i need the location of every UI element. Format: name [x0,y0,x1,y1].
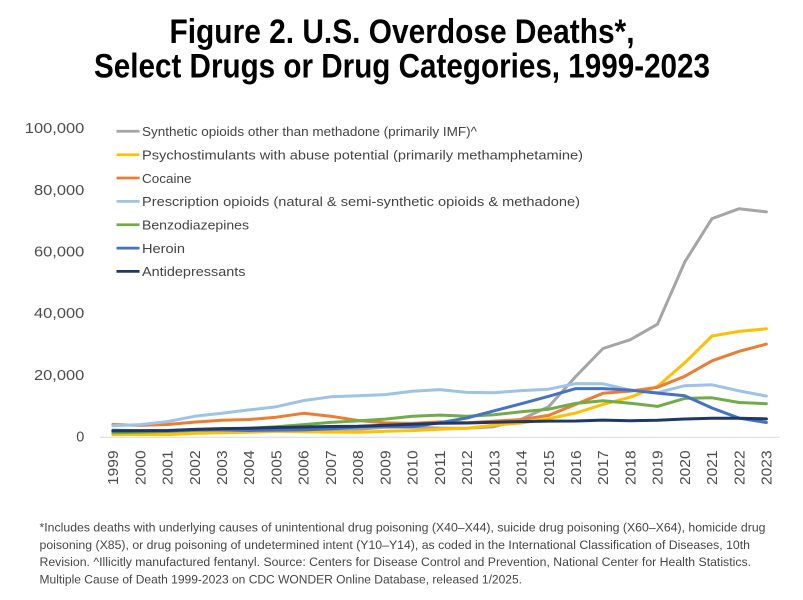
svg-text:2021: 2021 [705,450,721,485]
svg-text:2006: 2006 [297,450,313,485]
svg-text:2007: 2007 [324,450,340,485]
svg-text:*Includes deaths with underlyi: *Includes deaths with underlying causes … [40,521,766,535]
svg-text:20,000: 20,000 [34,368,84,384]
svg-text:2016: 2016 [569,450,585,485]
svg-text:80,000: 80,000 [34,183,84,199]
svg-text:Psychostimulants with abuse po: Psychostimulants with abuse potential (p… [142,147,583,162]
svg-text:2000: 2000 [133,450,149,485]
svg-text:2015: 2015 [542,450,558,485]
svg-text:2020: 2020 [678,450,694,485]
svg-text:60,000: 60,000 [34,245,84,261]
svg-text:Select Drugs or Drug Categorie: Select Drugs or Drug Categories, 1999-20… [94,47,710,85]
svg-text:2009: 2009 [378,450,394,485]
svg-text:0: 0 [76,430,84,446]
svg-text:2004: 2004 [242,450,258,485]
svg-text:2022: 2022 [732,450,748,485]
svg-text:Heroin: Heroin [142,241,185,256]
svg-text:poisoning (X85), or drug poiso: poisoning (X85), or drug poisoning of un… [40,538,751,552]
svg-text:2018: 2018 [624,450,640,485]
svg-text:40,000: 40,000 [34,306,84,322]
svg-text:Synthetic opioids other than m: Synthetic opioids other than methadone (… [142,124,478,139]
svg-text:2010: 2010 [406,450,422,485]
svg-text:Benzodiazepines: Benzodiazepines [142,218,250,233]
svg-text:Antidepressants: Antidepressants [142,264,246,279]
svg-text:2014: 2014 [515,450,531,485]
svg-text:Cocaine: Cocaine [142,171,192,186]
svg-text:Prescription opioids (natural: Prescription opioids (natural & semi-syn… [142,194,580,209]
svg-text:2005: 2005 [270,450,286,485]
svg-text:1999: 1999 [106,450,122,485]
svg-text:2002: 2002 [188,450,204,485]
svg-text:Figure 2. U.S. Overdose Deaths: Figure 2. U.S. Overdose Deaths*, [170,13,635,51]
svg-text:2003: 2003 [215,450,231,485]
svg-text:2011: 2011 [433,450,449,485]
svg-text:2019: 2019 [651,450,667,485]
svg-text:2013: 2013 [487,450,503,485]
svg-text:100,000: 100,000 [25,121,85,137]
svg-text:2017: 2017 [596,450,612,485]
svg-text:2023: 2023 [760,450,776,485]
svg-text:Revision. ^Illicitly manufactu: Revision. ^Illicitly manufactured fentan… [40,555,752,569]
svg-text:2001: 2001 [161,450,177,485]
svg-text:2012: 2012 [460,450,476,485]
svg-text:2008: 2008 [351,450,367,485]
svg-text:Multiple Cause of Death 1999-2: Multiple Cause of Death 1999-2023 on CDC… [40,572,523,586]
